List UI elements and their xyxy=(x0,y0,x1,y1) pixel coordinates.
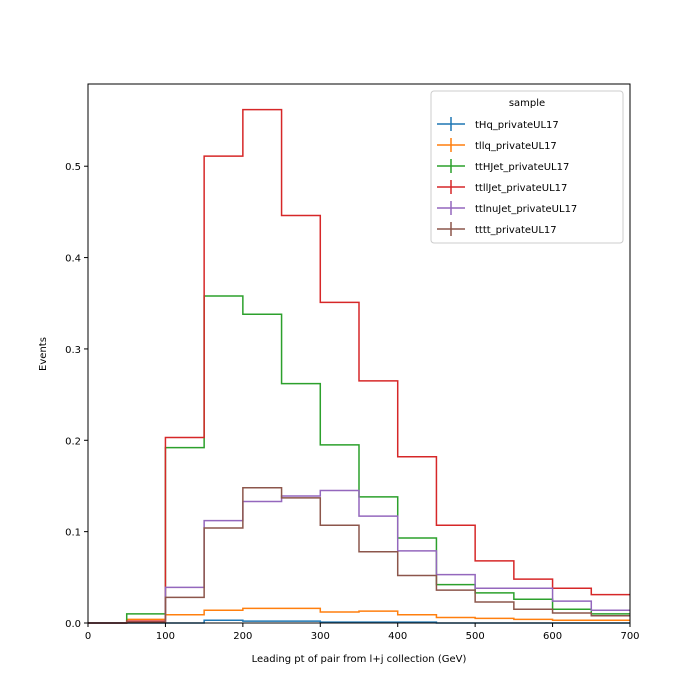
x-tick-label: 600 xyxy=(543,631,562,642)
series-line-1 xyxy=(88,607,630,624)
legend-item: ttllJet_privateUL17 xyxy=(437,180,567,194)
x-tick-label: 200 xyxy=(233,631,252,642)
legend-item: ttHJet_privateUL17 xyxy=(437,159,569,173)
y-tick-label: 0.0 xyxy=(65,619,81,630)
x-tick-label: 0 xyxy=(85,631,91,642)
series-line-4 xyxy=(88,489,630,624)
legend-item: ttlnuJet_privateUL17 xyxy=(437,201,577,215)
legend-label: ttlnuJet_privateUL17 xyxy=(475,204,577,215)
y-tick-label: 0.2 xyxy=(65,436,81,447)
series-line-5 xyxy=(88,487,630,624)
x-tick-label: 100 xyxy=(156,631,175,642)
legend: sample tHq_privateUL17 tllq_privateUL17tt… xyxy=(430,90,624,244)
legend-items: tHq_privateUL17 tllq_privateUL17 ttHJet_pr… xyxy=(437,117,577,236)
legend-item: tHq_privateUL17 xyxy=(437,117,559,131)
legend-label: ttHJet_privateUL17 xyxy=(475,162,569,173)
x-tick-label: 300 xyxy=(311,631,330,642)
y-axis-title: Events xyxy=(38,337,49,371)
y-axis: 0.0 0.1 0.2 0.3 0.4 0.5 xyxy=(65,162,88,630)
y-tick-label: 0.1 xyxy=(65,528,81,539)
x-tick-label: 500 xyxy=(466,631,485,642)
series-line-3 xyxy=(88,108,630,624)
legend-label: ttllJet_privateUL17 xyxy=(475,183,567,194)
plot-frame xyxy=(87,83,631,624)
legend-label: tttt_privateUL17 xyxy=(475,225,557,236)
legend-title: sample xyxy=(509,98,545,109)
x-tick-label: 700 xyxy=(620,631,639,642)
legend-item: tttt_privateUL17 xyxy=(437,222,557,236)
legend-label: tHq_privateUL17 xyxy=(475,120,559,131)
x-axis: 0 100 200 300 400 500 600 700 xyxy=(85,623,640,642)
legend-label: tllq_privateUL17 xyxy=(475,141,557,152)
series-line-2 xyxy=(88,295,630,624)
x-tick-label: 400 xyxy=(388,631,407,642)
legend-box xyxy=(430,90,624,244)
legend-item: tllq_privateUL17 xyxy=(437,138,557,152)
y-tick-label: 0.5 xyxy=(65,162,81,173)
y-tick-label: 0.4 xyxy=(65,254,81,265)
x-axis-title: Leading pt of pair from l+j collection (… xyxy=(252,654,467,665)
y-tick-label: 0.3 xyxy=(65,345,81,356)
